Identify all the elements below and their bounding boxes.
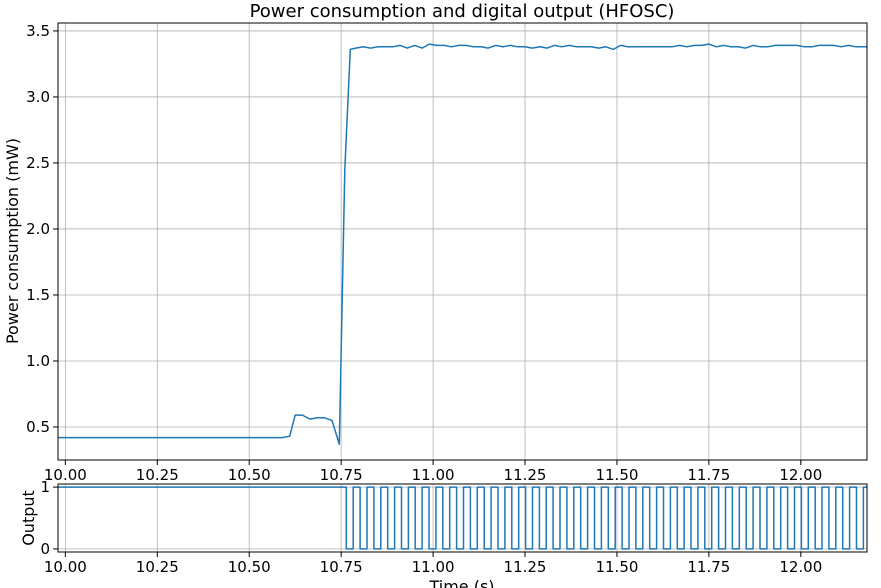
chart-title: Power consumption and digital output (HF… [250, 1, 675, 22]
power-x-tick-label-1: 10.25 [136, 466, 179, 484]
output-axes: Output Time (s) 10.00 10.25 10.50 10.75 11.0… [19, 478, 868, 588]
power-x-tick-label-6: 11.50 [595, 466, 638, 484]
power-y-tick-label-3: 2.0 [26, 220, 50, 238]
output-x-tick-label-4: 11.00 [412, 558, 455, 576]
output-x-tick-label-2: 10.50 [228, 558, 271, 576]
power-x-tick-label-3: 10.75 [320, 466, 363, 484]
power-y-tick-label-4: 2.5 [26, 154, 50, 172]
output-y-axis-label: Output [19, 490, 38, 546]
output-y-tick-label-1: 1 [40, 478, 50, 496]
output-x-tick-label-8: 12.00 [779, 558, 822, 576]
power-y-tick-label-5: 3.0 [26, 88, 50, 106]
output-x-tick-label-3: 10.75 [320, 558, 363, 576]
output-x-tick-label-1: 10.25 [136, 558, 179, 576]
output-series-line [58, 486, 867, 550]
power-ticks: 10.00 10.25 10.50 10.75 11.00 11.25 11.50 11.75… [26, 22, 822, 484]
power-x-tick-label-0: 10.00 [44, 466, 87, 484]
output-x-tick-label-0: 10.00 [44, 558, 87, 576]
power-axes-frame [57, 22, 868, 461]
output-x-tick-label-7: 11.75 [687, 558, 730, 576]
power-y-tick-label-2: 1.5 [26, 286, 50, 304]
power-y-axis-label: Power consumption (mW) [3, 138, 22, 344]
output-x-tick-label-6: 11.50 [595, 558, 638, 576]
power-x-tick-label-5: 11.25 [504, 466, 547, 484]
power-x-tick-label-2: 10.50 [228, 466, 271, 484]
output-x-tick-label-5: 11.25 [504, 558, 547, 576]
output-axes-frame [57, 483, 868, 553]
power-x-tick-label-8: 12.00 [779, 466, 822, 484]
power-y-tick-label-0: 0.5 [26, 418, 50, 436]
power-series-line [58, 43, 867, 445]
power-y-tick-label-1: 1.0 [26, 352, 50, 370]
output-y-tick-label-0: 0 [40, 540, 50, 558]
x-axis-label: Time (s) [428, 577, 494, 588]
power-x-tick-label-4: 11.00 [412, 466, 455, 484]
power-x-tick-label-7: 11.75 [687, 466, 730, 484]
power-grid [58, 23, 867, 460]
power-axes: Power consumption and digital output (HF… [3, 1, 868, 484]
output-ticks: 10.00 10.25 10.50 10.75 11.00 11.25 11.50 11.75… [40, 478, 822, 576]
power-y-tick-label-6: 3.5 [26, 22, 50, 40]
